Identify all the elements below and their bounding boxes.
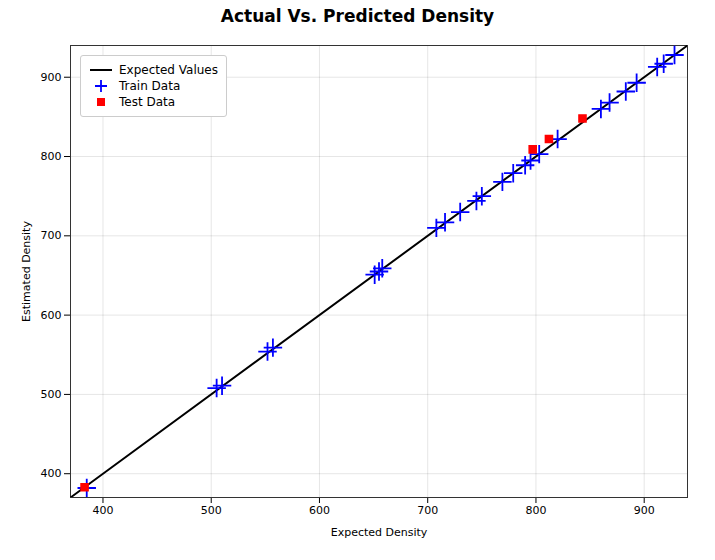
svg-text:500: 500	[41, 388, 62, 401]
svg-text:Estimated Density: Estimated Density	[20, 221, 33, 322]
svg-text:900: 900	[634, 504, 655, 517]
html-text:Actual Vs. Predicted Density: Actual Vs. Predicted Density	[220, 6, 495, 26]
svg-text:900: 900	[41, 71, 62, 84]
html-text:Train Data: Train Data	[119, 79, 181, 93]
svg-text:800: 800	[41, 150, 62, 163]
svg-text:800: 800	[525, 504, 546, 517]
html-text:Expected Values: Expected Values	[119, 63, 218, 77]
svg-text:700: 700	[41, 229, 62, 242]
svg-text:500: 500	[201, 504, 222, 517]
html-text:Test Data: Test Data	[119, 95, 176, 109]
svg-text:700: 700	[417, 504, 438, 517]
svg-text:Expected Density: Expected Density	[331, 526, 428, 539]
svg-text:600: 600	[309, 504, 330, 517]
svg-text:600: 600	[41, 309, 62, 322]
svg-text:400: 400	[41, 467, 62, 480]
svg-text:400: 400	[92, 504, 113, 517]
